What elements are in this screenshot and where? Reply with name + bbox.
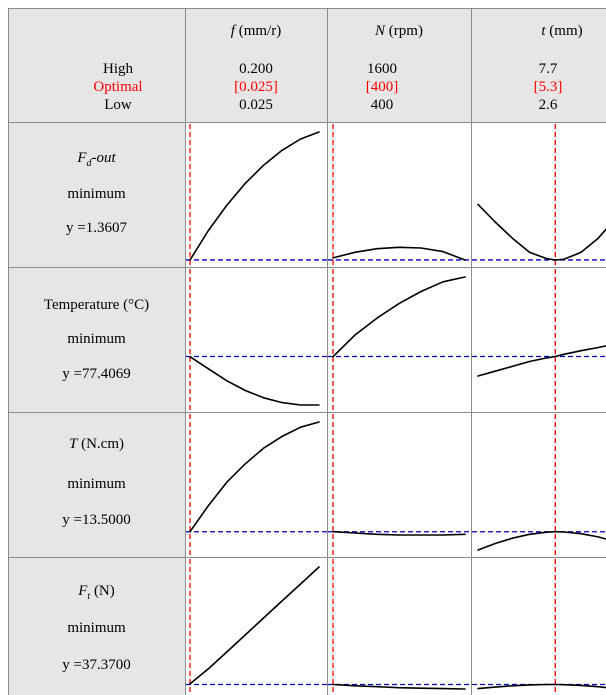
response-goal: minimum xyxy=(67,476,126,492)
factor-optimal-value: [0.025] xyxy=(234,79,278,95)
grid-line xyxy=(8,8,606,9)
response-curve xyxy=(332,276,466,358)
factor-high-value: 1600 xyxy=(367,61,397,77)
response-goal: minimum xyxy=(67,331,126,347)
response-symbol: T xyxy=(69,436,78,452)
grid-line xyxy=(185,8,186,695)
response-subscript: t xyxy=(87,591,91,602)
factor-unit: (rpm) xyxy=(388,23,423,39)
response-curve xyxy=(189,355,320,406)
response-cell-t xyxy=(472,414,606,556)
response-curve xyxy=(189,421,320,533)
response-curve xyxy=(477,683,606,690)
response-label-panel xyxy=(8,557,185,695)
response-curve xyxy=(332,530,466,536)
grid-line xyxy=(8,122,606,123)
response-name: Temperature (°C) xyxy=(43,297,150,313)
grid-line xyxy=(8,8,9,695)
response-goal: minimum xyxy=(67,620,126,636)
response-cell-f xyxy=(186,559,327,695)
factor-title-f: f (mm/r) xyxy=(185,22,327,40)
response-suffix: -out xyxy=(91,150,116,166)
factor-low-value: 0.025 xyxy=(239,97,273,113)
grid-line xyxy=(8,412,606,413)
row-label-low: Low xyxy=(104,97,132,113)
response-cell-t xyxy=(472,559,606,695)
response-curve xyxy=(332,246,466,261)
factor-symbol: N xyxy=(375,23,386,39)
header-panel xyxy=(8,8,606,122)
response-cell-n xyxy=(328,414,471,556)
factor-symbol: f xyxy=(230,23,235,39)
response-cell-n xyxy=(328,269,471,411)
response-name: T (N.cm) xyxy=(8,436,185,453)
response-suffix: (N.cm) xyxy=(77,436,124,452)
factor-unit: (mm) xyxy=(549,23,583,39)
grid-line xyxy=(327,8,328,695)
factor-title-t: t (mm) xyxy=(492,22,606,40)
response-cell-f xyxy=(186,414,327,556)
response-symbol: F xyxy=(77,150,87,166)
response-symbol: F xyxy=(78,583,88,599)
response-curve xyxy=(477,203,606,261)
response-value: y =1.3607 xyxy=(66,220,127,236)
response-curve xyxy=(332,683,466,690)
row-label-optimal: Optimal xyxy=(93,79,143,95)
response-value: y =77.4069 xyxy=(62,366,131,382)
response-cell-n xyxy=(328,559,471,695)
response-value: y =13.5000 xyxy=(62,512,131,528)
response-suffix: (N) xyxy=(90,583,115,599)
response-label-panel xyxy=(8,412,185,557)
response-cell-t xyxy=(472,269,606,411)
grid-line xyxy=(8,557,606,558)
response-subscript: d xyxy=(86,158,92,169)
response-name: Ft (N) xyxy=(8,583,185,602)
response-curve xyxy=(189,566,320,685)
grid-line xyxy=(8,267,606,268)
response-curve xyxy=(477,530,606,551)
response-goal: minimum xyxy=(67,186,126,202)
response-name: Fd-out xyxy=(8,150,185,169)
row-label-high: High xyxy=(103,61,133,77)
response-cell-t xyxy=(472,124,606,266)
factor-unit: (mm/r) xyxy=(238,23,282,39)
response-label-panel xyxy=(8,122,185,267)
response-cell-f xyxy=(186,269,327,411)
factor-low-value: 2.6 xyxy=(538,97,558,113)
factor-low-value: 400 xyxy=(370,97,394,113)
factor-high-value: 7.7 xyxy=(538,61,558,77)
factor-high-value: 0.200 xyxy=(239,61,273,77)
response-label-panel xyxy=(8,267,185,412)
response-cell-f xyxy=(186,124,327,266)
response-cell-n xyxy=(328,124,471,266)
grid-line xyxy=(471,8,472,695)
factor-optimal-value: [5.3] xyxy=(533,79,563,95)
factor-title-n: N (rpm) xyxy=(327,22,471,40)
factor-symbol: t xyxy=(541,23,546,39)
response-curve xyxy=(189,131,320,261)
factor-optimal-value: [400] xyxy=(365,79,399,95)
response-value: y =37.3700 xyxy=(62,657,131,673)
response-curve xyxy=(477,345,606,377)
